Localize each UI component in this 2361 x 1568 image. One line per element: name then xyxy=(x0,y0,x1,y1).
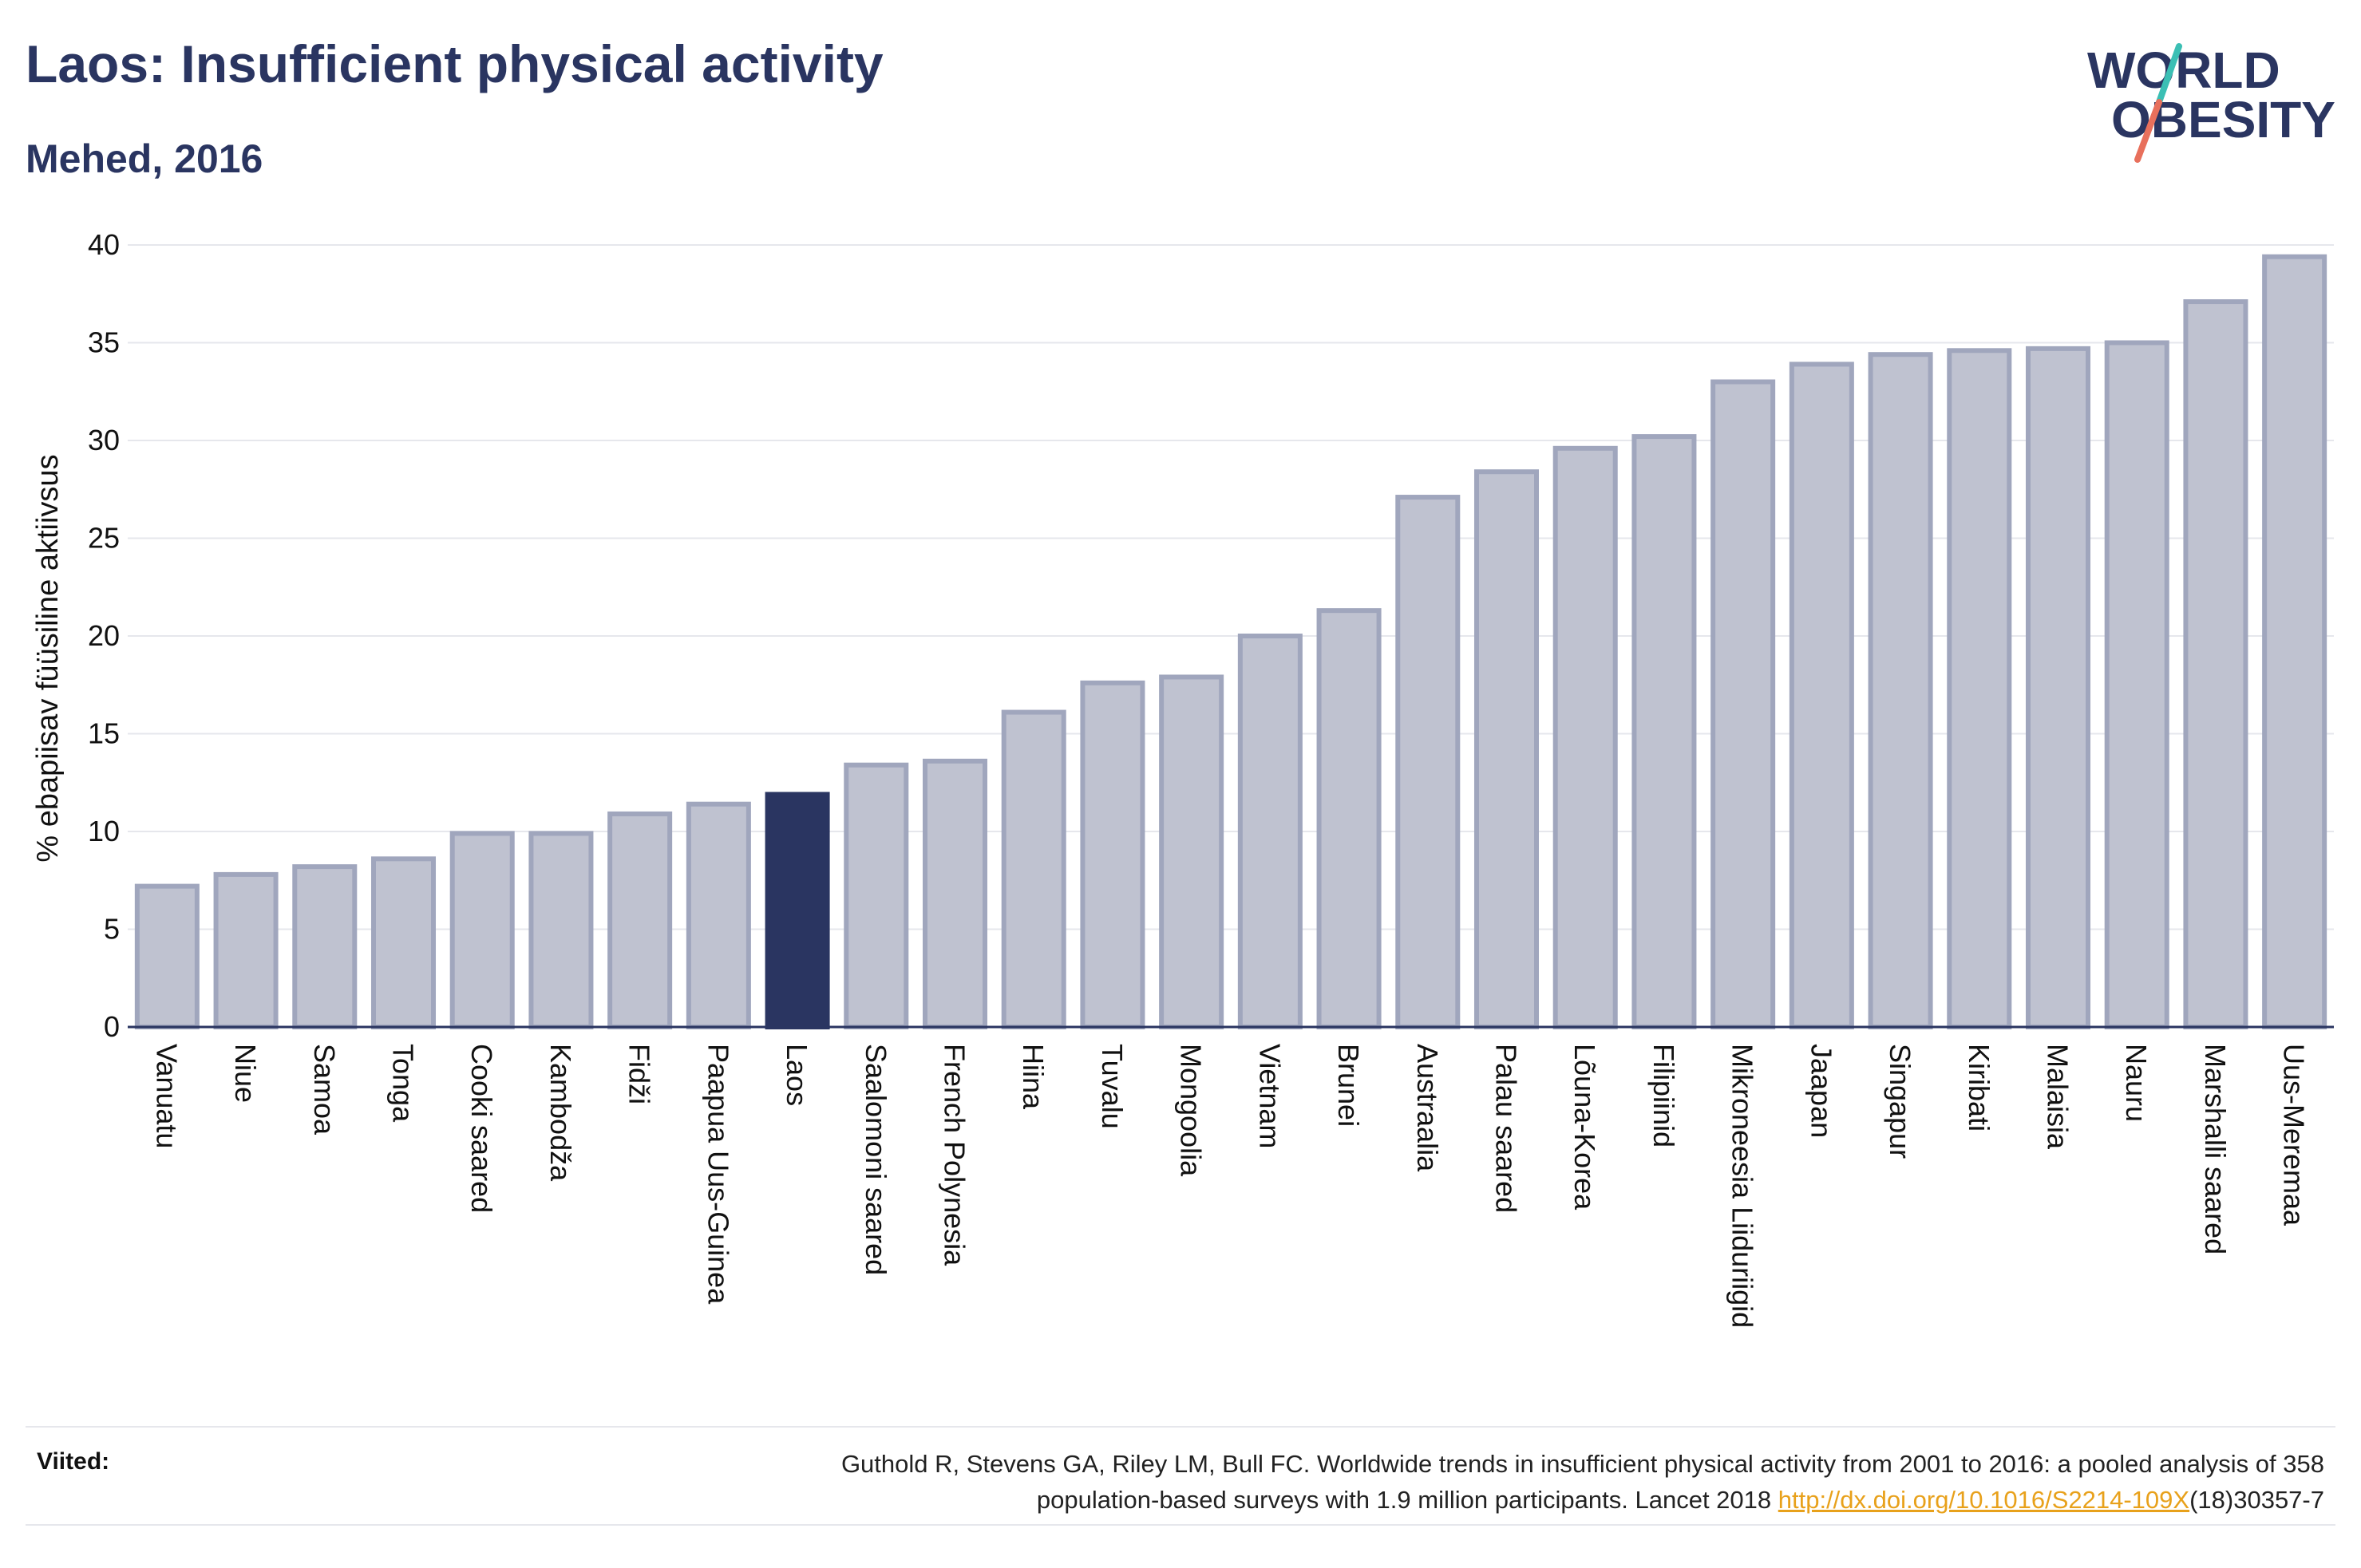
y-axis-ticks: 0 5 10 15 20 25 30 35 40 xyxy=(88,228,120,1043)
bar-kiribati xyxy=(1947,348,2012,1029)
x-tick-label: Malaisia xyxy=(2042,1044,2074,1150)
x-tick-label: Tuvalu xyxy=(1096,1044,1129,1129)
bar-fid-i xyxy=(607,811,673,1029)
logo-text-world: WORLD xyxy=(2087,41,2280,99)
bar-filipiinid xyxy=(1631,434,1697,1029)
y-tick-label: 15 xyxy=(88,717,120,750)
footer-divider-top xyxy=(26,1426,2335,1428)
bar-palau-saared xyxy=(1473,469,1540,1029)
x-tick-label: Vietnam xyxy=(1253,1044,1286,1148)
x-tick-label: Austraalia xyxy=(1411,1044,1444,1172)
x-tick-label: Saalomoni saared xyxy=(860,1044,892,1275)
x-tick-label: Tonga xyxy=(387,1044,420,1123)
x-tick-label: Vanuatu xyxy=(150,1044,183,1148)
bar-marshalli-saared xyxy=(2183,299,2248,1029)
bar-mikroneesia-liiduriigid xyxy=(1710,379,1776,1029)
slash-mark-icon xyxy=(2134,43,2182,163)
x-tick-label: Cooki saared xyxy=(465,1044,498,1213)
bars xyxy=(134,254,2327,1030)
bar-niue xyxy=(213,871,279,1030)
bar-tuvalu xyxy=(1080,680,1145,1029)
y-tick-label: 25 xyxy=(88,522,120,555)
x-tick-label: Palau saared xyxy=(1490,1044,1523,1213)
world-obesity-logo: WORLD OBESITY xyxy=(2087,41,2335,163)
bar-french-polynesia xyxy=(922,758,988,1029)
bar-malaisia xyxy=(2025,346,2091,1030)
x-tick-label: Marshalli saared xyxy=(2199,1044,2232,1254)
bar-singapur xyxy=(1868,352,1933,1029)
y-tick-label: 5 xyxy=(104,913,120,946)
bar-saalomoni-saared xyxy=(844,762,909,1029)
bar-tonga xyxy=(370,856,437,1030)
doi-link[interactable]: http://dx.doi.org/10.1016/S2214-109X xyxy=(1778,1486,2190,1514)
bar-l-una-korea xyxy=(1552,445,1618,1029)
y-tick-label: 0 xyxy=(104,1010,120,1043)
bar-austraalia xyxy=(1395,495,1461,1029)
x-tick-label: Mikroneesia Liiduriigid xyxy=(1726,1044,1759,1328)
x-tick-label: Niue xyxy=(229,1044,262,1103)
bar-vanuatu xyxy=(134,883,200,1029)
citation-line-1: Guthold R, Stevens GA, Riley LM, Bull FC… xyxy=(840,1450,2324,1478)
citation-line-2: population-based surveys with 1.9 millio… xyxy=(488,1482,2324,1518)
y-tick-label: 35 xyxy=(88,326,120,359)
y-tick-label: 10 xyxy=(88,815,120,847)
bar-kambod-a xyxy=(528,831,594,1029)
citation-line-2-suffix: (18)30357-7 xyxy=(2189,1486,2324,1514)
x-tick-label: Kambodža xyxy=(544,1044,577,1182)
citation-text: Guthold R, Stevens GA, Riley LM, Bull FC… xyxy=(488,1446,2324,1518)
bar-hiina xyxy=(1001,709,1066,1029)
x-tick-label: Uus-Meremaa xyxy=(2278,1044,2311,1226)
x-tick-label: Lõuna-Korea xyxy=(1568,1044,1601,1211)
y-tick-label: 20 xyxy=(88,619,120,652)
citation-line-2-text: population-based surveys with 1.9 millio… xyxy=(1036,1486,1778,1514)
y-tick-label: 40 xyxy=(88,228,120,261)
x-tick-label: Brunei xyxy=(1332,1044,1365,1127)
y-tick-label: 30 xyxy=(88,424,120,456)
bar-brunei xyxy=(1316,608,1382,1029)
bar-mongoolia xyxy=(1159,674,1224,1029)
x-tick-label: Kiribati xyxy=(1963,1044,1995,1132)
bar-paapua-uus-guinea xyxy=(686,801,751,1029)
bar-jaapan xyxy=(1789,361,1854,1029)
chart-title: Laos: Insufficient physical activity xyxy=(26,34,884,93)
references-label: Viited: xyxy=(37,1448,110,1475)
x-tick-label: Paapua Uus-Guinea xyxy=(702,1044,734,1305)
x-tick-label: French Polynesia xyxy=(939,1044,971,1266)
bar-chart: 0 5 10 15 20 25 30 35 40 Vanuatu Niue Samoa Tonga Co… xyxy=(31,228,2334,1328)
x-tick-label: Filipiinid xyxy=(1647,1044,1680,1147)
x-tick-label: Hiina xyxy=(1017,1044,1050,1110)
x-tick-label: Nauru xyxy=(2120,1044,2153,1122)
footer-divider-bottom xyxy=(26,1524,2335,1526)
x-tick-label: Singapur xyxy=(1884,1044,1916,1159)
y-axis-label: % ebapiisav füüsiline aktiivsus xyxy=(31,454,65,862)
bar-laos xyxy=(765,792,830,1029)
bar-nauru xyxy=(2104,340,2169,1029)
x-axis-ticks: Vanuatu Niue Samoa Tonga Cooki saared Kambodž… xyxy=(150,1044,2310,1328)
bar-samoa xyxy=(292,864,358,1029)
x-tick-label: Mongoolia xyxy=(1175,1044,1208,1177)
bar-uus-meremaa xyxy=(2262,254,2327,1029)
x-tick-label: Fidži xyxy=(623,1044,656,1104)
x-tick-label: Laos xyxy=(781,1044,813,1106)
chart-subtitle: Mehed, 2016 xyxy=(26,136,263,181)
x-tick-label: Jaapan xyxy=(1805,1044,1837,1138)
bar-cooki-saared xyxy=(449,831,515,1029)
bar-vietnam xyxy=(1237,634,1303,1029)
x-tick-label: Samoa xyxy=(308,1044,341,1136)
